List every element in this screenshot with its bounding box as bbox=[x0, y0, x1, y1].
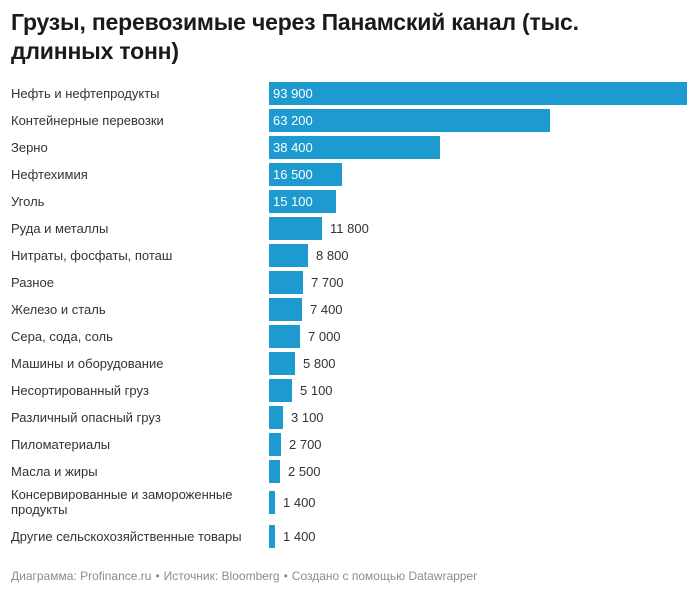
bar-row: Нефть и нефтепродукты 93 900 bbox=[0, 80, 700, 107]
chart-footer: Диаграмма: Profinance.ru • Источник: Bloom… bbox=[11, 569, 477, 584]
bar-row: Машины и оборудование 5 800 bbox=[0, 350, 700, 377]
value-label: 2 500 bbox=[288, 464, 321, 479]
value-label: 7 400 bbox=[310, 302, 343, 317]
bar-row: Масла и жиры 2 500 bbox=[0, 458, 700, 485]
bar-row: Нефтехимия 16 500 bbox=[0, 161, 700, 188]
bar-row: Несортированный груз 5 100 bbox=[0, 377, 700, 404]
value-label: 2 700 bbox=[289, 437, 322, 452]
bar bbox=[269, 136, 440, 159]
category-label: Пиломатериалы bbox=[11, 437, 111, 452]
bar-row: Пиломатериалы 2 700 bbox=[0, 431, 700, 458]
bar bbox=[269, 433, 281, 456]
category-label: Железо и сталь bbox=[11, 302, 106, 317]
value-label: 1 400 bbox=[283, 495, 316, 510]
bar-row: Железо и сталь 7 400 bbox=[0, 296, 700, 323]
bar bbox=[269, 271, 303, 294]
bar bbox=[269, 460, 280, 483]
bar bbox=[269, 190, 336, 213]
bar bbox=[269, 379, 292, 402]
category-label: Машины и оборудование bbox=[11, 356, 164, 371]
footer-made-with: Создано с помощью Datawrapper bbox=[291, 569, 478, 583]
value-label: 15 100 bbox=[273, 194, 313, 209]
value-label: 3 100 bbox=[291, 410, 324, 425]
bar bbox=[269, 163, 342, 186]
category-label: Нефтехимия bbox=[11, 167, 88, 182]
category-label: Несортированный груз bbox=[11, 383, 149, 398]
bar bbox=[269, 298, 302, 321]
bar-row: Сера, сода, соль 7 000 bbox=[0, 323, 700, 350]
footer-separator: • bbox=[155, 569, 160, 583]
category-label: Нитраты, фосфаты, поташ bbox=[11, 248, 173, 263]
bar-row: Различный опасный груз 3 100 bbox=[0, 404, 700, 431]
value-label: 5 100 bbox=[300, 383, 333, 398]
category-label: Сера, сода, соль bbox=[11, 329, 113, 344]
bar bbox=[269, 325, 300, 348]
footer-separator: • bbox=[283, 569, 288, 583]
value-label: 1 400 bbox=[283, 529, 316, 544]
bar bbox=[269, 244, 308, 267]
bar-row: Зерно 38 400 bbox=[0, 134, 700, 161]
category-label: Различный опасный груз bbox=[11, 410, 161, 425]
bar bbox=[269, 352, 295, 375]
footer-diagram-credit: Диаграмма: Profinance.ru bbox=[11, 569, 152, 583]
value-label: 38 400 bbox=[273, 140, 313, 155]
category-label: Руда и металлы bbox=[11, 221, 109, 236]
value-label: 16 500 bbox=[273, 167, 313, 182]
chart-title: Грузы, перевозимые через Панамский канал… bbox=[11, 9, 579, 64]
bar bbox=[269, 525, 275, 548]
category-label: Масла и жиры bbox=[11, 464, 98, 479]
value-label: 93 900 bbox=[273, 86, 313, 101]
bar bbox=[269, 109, 550, 132]
bar bbox=[269, 217, 322, 240]
footer-source: Источник: Bloomberg bbox=[163, 569, 280, 583]
bar-row: Разное 7 700 bbox=[0, 269, 700, 296]
bar-row: Уголь 15 100 bbox=[0, 188, 700, 215]
category-label: Контейнерные перевозки bbox=[11, 113, 164, 128]
bar bbox=[269, 82, 687, 105]
value-label: 7 000 bbox=[308, 329, 341, 344]
category-label: Другие сельскохозяйственные товары bbox=[11, 528, 242, 544]
category-label: Нефть и нефтепродукты bbox=[11, 86, 160, 101]
bar-row: Руда и металлы 11 800 bbox=[0, 215, 700, 242]
value-label: 11 800 bbox=[330, 221, 369, 236]
category-label: Консервированные и замороженные продукты bbox=[11, 487, 233, 517]
bar-row: Контейнерные перевозки 63 200 bbox=[0, 107, 700, 134]
bar bbox=[269, 406, 283, 429]
bar bbox=[269, 491, 275, 514]
category-label: Разное bbox=[11, 275, 54, 290]
value-label: 8 800 bbox=[316, 248, 349, 263]
bar-chart: Нефть и нефтепродукты 93 900 Контейнерные … bbox=[0, 80, 700, 550]
category-label: Уголь bbox=[11, 194, 45, 209]
value-label: 7 700 bbox=[311, 275, 344, 290]
bar-row: Другие сельскохозяйственные товары 1 400 bbox=[0, 524, 700, 548]
category-label: Зерно bbox=[11, 140, 48, 155]
value-label: 5 800 bbox=[303, 356, 336, 371]
bar-row: Консервированные и замороженные продукты… bbox=[0, 485, 700, 519]
value-label: 63 200 bbox=[273, 113, 313, 128]
bar-row: Нитраты, фосфаты, поташ 8 800 bbox=[0, 242, 700, 269]
